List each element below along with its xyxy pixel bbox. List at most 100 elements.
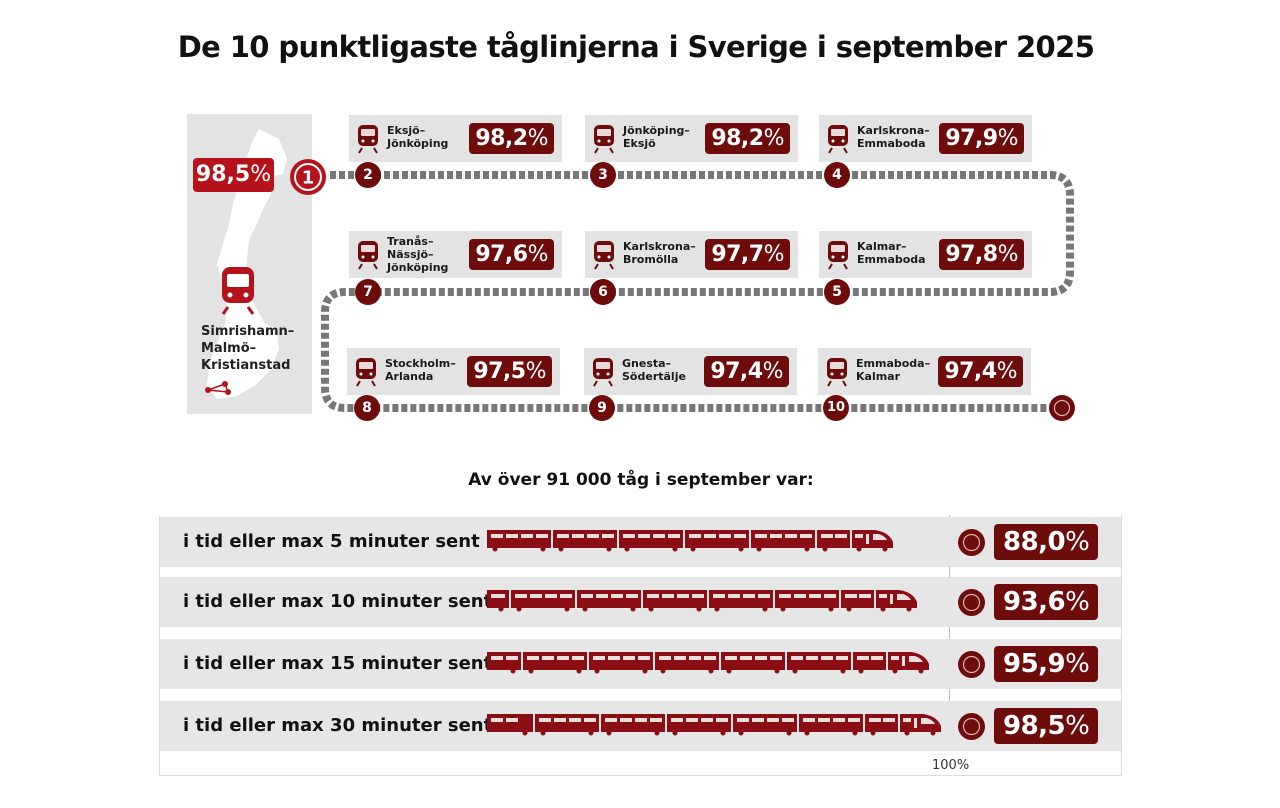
target-dot-icon [958,589,985,616]
first-pct-value: 98,5 [195,162,251,187]
line-percentage: 97,8% [939,239,1024,270]
line-card-rank-9: Gnesta– Södertälje 97,4% [584,348,797,395]
line-card-rank-2: Eksjö– Jönköping 98,2% [349,115,562,162]
train-icon [594,241,614,270]
route-network-icon [205,381,231,395]
sweden-map-icon [207,129,287,399]
train-icon [356,358,376,387]
line-route: Karlskrona– Emmaboda [857,124,930,150]
route-line: Kalmar [856,370,901,383]
line-percentage: 97,4% [938,356,1023,387]
pct-sign: % [1065,649,1090,679]
page-title: De 10 punktligaste tåglinjerna i Sverige… [177,30,1095,64]
stat-percentage: 88,0% [994,524,1099,560]
stop-marker-10: 10 [823,395,849,421]
pct-value: 88,0 [1003,527,1066,557]
line-card-rank-3: Jönköping– Eksjö 98,2% [585,115,798,162]
route-line: Kristianstad [201,358,291,373]
reference-label: 100% [932,758,970,773]
pct-sign: % [1065,711,1090,741]
pct-value: 97,7 [711,242,764,267]
line-percentage: 97,4% [704,356,789,387]
route-line: Eksjö [623,137,656,150]
train-icon [358,241,378,270]
pct-value: 98,5 [1003,711,1066,741]
end-station-icon [1049,395,1075,421]
pct-value: 98,2 [475,126,528,151]
pct-sign: % [1065,587,1090,617]
line-route: Stockholm– Arlanda [385,357,456,383]
pct-value: 93,6 [1003,587,1066,617]
pct-value: 97,5 [473,359,526,384]
target-dot-icon [958,713,985,740]
stop-marker-3: 3 [590,162,616,188]
route-line: Södertälje [622,370,686,383]
train-icon [358,125,378,154]
stop-marker-5: 5 [824,279,850,305]
route-line: Kalmar– [857,240,907,253]
stat-percentage: 98,5% [994,708,1099,744]
line-card-rank-7: Tranås– Nässjö– Jönköping 97,6% [349,231,562,278]
line-percentage: 97,5% [467,356,552,387]
train-icon [828,125,848,154]
route-line: Emmaboda [857,137,926,150]
stat-percentage: 95,9% [994,646,1099,682]
stat-percentage: 93,6% [994,584,1099,620]
route-line: Emmaboda [857,253,926,266]
stop-marker-9: 9 [589,395,615,421]
route-line: Karlskrona– [857,124,930,137]
train-bar-icon [487,530,893,552]
stats-subtitle: Av över 91 000 tåg i september var: [468,470,814,490]
stop-marker-8: 8 [354,395,380,421]
pct-sign: % [997,242,1019,267]
route-line: Nässjö– [387,248,434,261]
route-line: Arlanda [385,370,434,383]
target-dot-icon [958,529,985,556]
pct-sign: % [1065,527,1090,557]
route-line: Karlskrona– [623,240,696,253]
pct-value: 97,4 [710,359,763,384]
stop-marker-2: 2 [355,162,381,188]
train-bar-icon [487,714,941,736]
line-card-rank-4: Karlskrona– Emmaboda 97,9% [819,115,1032,162]
stop-marker-6: 6 [590,279,616,305]
pct-sign: % [762,359,784,384]
line-card-rank-5: Kalmar– Emmaboda 97,8% [819,231,1032,278]
route-line: Stockholm– [385,357,456,370]
route-line: Jönköping [387,261,449,274]
pct-value: 97,8 [945,242,998,267]
pct-value: 97,9 [945,126,998,151]
train-icon [828,241,848,270]
first-place-route: Simrishamn– Malmö– Kristianstad [201,323,294,374]
pct-sign: % [525,359,547,384]
line-card-rank-6: Karlskrona– Bromölla 97,7% [585,231,798,278]
route-line: Malmö– [201,341,257,356]
stat-row-30min: i tid eller max 30 minuter sent 98,5% [160,701,1121,751]
line-route: Emmaboda– Kalmar [856,357,930,383]
line-route: Kalmar– Emmaboda [857,240,926,266]
pct-sign: % [527,126,549,151]
route-line: Bromölla [623,253,679,266]
punctuality-bar-chart: 100% i tid eller max 5 minuter sent 88,0… [159,515,1122,776]
stat-row-15min: i tid eller max 15 minuter sent 95,9% [160,639,1121,689]
line-percentage: 97,9% [939,123,1024,154]
pct-value: 97,6 [475,242,528,267]
line-route: Karlskrona– Bromölla [623,240,696,266]
route-line: Gnesta– [622,357,672,370]
pct-sign: % [996,359,1018,384]
line-route: Gnesta– Södertälje [622,357,686,383]
rank-1-badge-icon: 1 [290,159,326,195]
pct-sign: % [250,162,272,187]
route-line: Simrishamn– [201,324,295,339]
stat-row-10min: i tid eller max 10 minuter sent 93,6% [160,577,1121,627]
stat-label: i tid eller max 30 minuter sent [183,715,493,736]
train-icon [594,125,614,154]
pct-value: 98,2 [711,126,764,151]
line-percentage: 98,2% [705,123,790,154]
pct-value: 97,4 [944,359,997,384]
train-bar-icon [487,590,917,612]
svg-text:1: 1 [302,168,315,189]
pct-value: 95,9 [1003,649,1066,679]
train-icon [827,358,847,387]
